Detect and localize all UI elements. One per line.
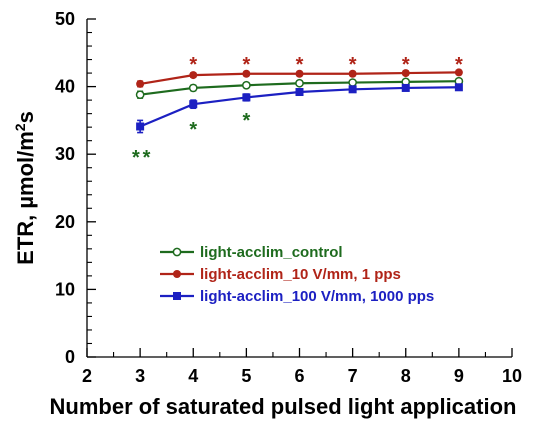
- y-tick-label: 40: [55, 77, 75, 97]
- y-tick-label: 20: [55, 212, 75, 232]
- legend-label: light-acclim_100 V/mm, 1000 pps: [200, 288, 434, 305]
- legend-item-3: light-acclim_100 V/mm, 1000 pps: [160, 288, 434, 305]
- y-axis-title: ETR, µmol/m2s: [12, 111, 38, 265]
- significance-markers: * * * * * ** ** *: [132, 54, 463, 169]
- x-tick-label: 5: [241, 366, 251, 386]
- data-point: [242, 80, 251, 90]
- data-point: [348, 78, 357, 87]
- data-point: [188, 83, 198, 93]
- legend-item-1: light-acclim_control: [160, 244, 343, 261]
- legend-marker: [173, 292, 181, 300]
- data-point: [136, 79, 145, 88]
- axes: 0 10 20 30 40 50 2 3 4 5 6 7 8 9 10: [55, 9, 522, 386]
- x-tick-label: 10: [502, 366, 522, 386]
- significance-star: *: [132, 147, 140, 169]
- legend-item-2: light-acclim_10 V/mm, 1 pps: [160, 266, 401, 283]
- data-point: [295, 69, 304, 78]
- significance-star: *: [189, 119, 197, 141]
- legend-label: light-acclim_10 V/mm, 1 pps: [200, 266, 401, 283]
- data-point: [189, 100, 198, 109]
- data-point: [348, 69, 357, 78]
- data-point: [454, 83, 463, 92]
- y-axis-title-main: ETR, µmol/m: [13, 131, 38, 265]
- x-tick-label: 9: [454, 366, 464, 386]
- x-axis-title: Number of saturated pulsed light applica…: [50, 394, 517, 419]
- legend-label: light-acclim_control: [200, 244, 343, 261]
- y-tick-label: 10: [55, 279, 75, 299]
- x-tick-label: 4: [188, 366, 198, 386]
- legend-marker: [173, 270, 181, 278]
- significance-star: *: [189, 54, 197, 76]
- significance-star: *: [143, 147, 151, 169]
- x-tick-label: 6: [294, 366, 304, 386]
- series-3: [136, 83, 463, 134]
- x-tick-label: 3: [135, 366, 145, 386]
- y-axis-title-superscript: 2: [12, 123, 28, 131]
- data-point: [295, 88, 304, 97]
- data-point: [242, 69, 251, 78]
- data-point: [401, 69, 410, 78]
- data-point: [295, 78, 304, 88]
- x-tick-label: 7: [348, 366, 358, 386]
- x-tick-label: 8: [401, 366, 411, 386]
- y-tick-label: 0: [65, 347, 75, 367]
- data-point: [135, 90, 145, 100]
- legend: light-acclim_control light-acclim_10 V/mm…: [160, 244, 434, 305]
- series-2: [136, 68, 463, 88]
- y-axis-title-tail: s: [13, 111, 38, 123]
- y-tick-label: 50: [55, 9, 75, 29]
- x-tick-label: 2: [82, 366, 92, 386]
- data-point: [454, 68, 463, 77]
- significance-star: *: [402, 54, 410, 76]
- data-point: [136, 122, 145, 131]
- data-point: [348, 85, 357, 94]
- legend-marker: [172, 247, 182, 257]
- data-point: [189, 71, 198, 80]
- significance-star: *: [349, 54, 357, 76]
- significance-star: *: [242, 54, 250, 76]
- data-point: [401, 83, 410, 92]
- significance-star: *: [242, 110, 250, 132]
- series-1: [135, 76, 464, 100]
- significance-star: *: [455, 54, 463, 76]
- series-layer: [135, 68, 464, 134]
- y-tick-label: 30: [55, 144, 75, 164]
- significance-star: *: [296, 54, 304, 76]
- data-point: [242, 93, 251, 102]
